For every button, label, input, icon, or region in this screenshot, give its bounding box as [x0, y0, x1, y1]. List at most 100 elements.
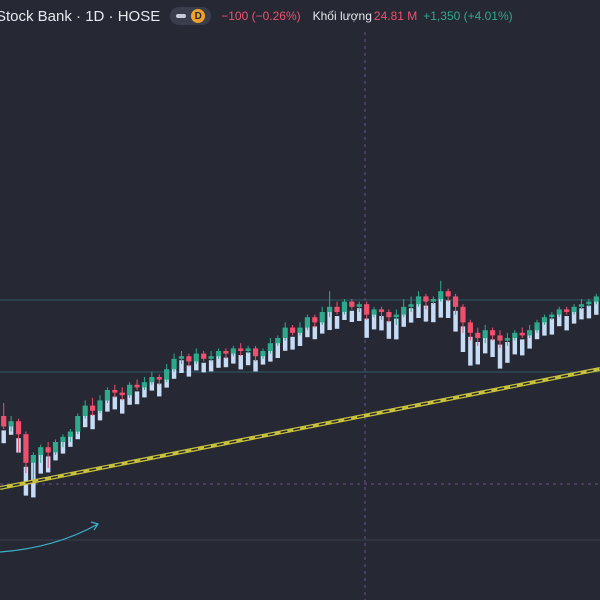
volume-bar [334, 316, 340, 329]
candle-body [356, 304, 362, 307]
candle-body [341, 301, 348, 312]
candle-body [1, 416, 7, 427]
candle-body [60, 436, 66, 442]
candle-body [208, 356, 214, 359]
candle [23, 431, 29, 474]
candle [15, 418, 22, 453]
volume-bar [475, 342, 480, 365]
arrow-head-icon [90, 521, 99, 531]
candle-body [319, 312, 325, 323]
candle [438, 280, 444, 302]
candle-body [408, 304, 414, 307]
candle [371, 306, 377, 318]
candle-body [215, 351, 222, 357]
symbol-title[interactable]: Stock Bank · 1D · HOSE [0, 7, 161, 25]
candle [245, 345, 251, 354]
candle [527, 325, 533, 338]
chart-options-pill[interactable]: D [170, 7, 212, 25]
volume-bar [238, 355, 243, 370]
candle [512, 330, 518, 341]
candle-body [304, 317, 310, 328]
volume-bar [490, 339, 495, 357]
candle-body [252, 348, 259, 357]
candle-body [386, 312, 392, 318]
volume-bar [290, 336, 295, 350]
volume-label: Khối lượng [312, 9, 372, 23]
candle-body [223, 351, 229, 354]
volume-bar [460, 326, 466, 352]
candle-body [519, 332, 525, 336]
volume-bar [594, 300, 599, 315]
volume-bar [349, 310, 355, 322]
minus-icon [176, 14, 187, 18]
volume-bar [564, 316, 569, 331]
candle [378, 306, 385, 320]
volume-bar [416, 300, 421, 318]
volume-bar [579, 308, 584, 320]
candle [60, 434, 66, 448]
volume-bar [371, 313, 377, 330]
candle-body [230, 348, 236, 354]
candle-body [423, 296, 429, 302]
candle-body [549, 314, 555, 318]
candle-body [127, 384, 133, 396]
volume-bar [586, 305, 592, 319]
candle-body [393, 314, 399, 318]
volume-bar [482, 334, 488, 354]
candle-body [482, 330, 488, 338]
candle [97, 395, 103, 414]
candle [90, 397, 96, 416]
candle [467, 319, 473, 341]
volume-bar [120, 399, 125, 414]
candle [275, 335, 281, 346]
volume-bar [282, 331, 288, 351]
candle-body [178, 356, 185, 359]
trendline[interactable] [0, 367, 600, 490]
candle [290, 325, 296, 336]
volume-bar [90, 414, 95, 430]
candle [201, 351, 207, 362]
volume-bar [527, 334, 532, 349]
candle-body [364, 304, 370, 315]
volume-bar [542, 321, 547, 336]
candle [327, 291, 333, 318]
volume-bar [453, 310, 458, 332]
candle [75, 413, 81, 435]
candle [349, 299, 355, 310]
candle [341, 299, 348, 315]
candle-body [586, 301, 592, 305]
candle [208, 351, 214, 362]
candle-body [119, 392, 125, 396]
candle-body [452, 296, 459, 307]
candle-body [275, 338, 281, 344]
volume-value: 24.81 M [373, 9, 418, 23]
candle [490, 327, 496, 341]
volume-bar [134, 391, 140, 405]
candle-body [238, 348, 244, 351]
candle-body [312, 317, 318, 323]
volume-bar [505, 342, 510, 363]
candle-body [504, 338, 510, 341]
candle [593, 293, 599, 305]
candle [408, 296, 414, 312]
arrow-annotation[interactable] [0, 523, 99, 553]
candle-body [156, 377, 162, 380]
candle-body [290, 327, 296, 333]
volume-bar [571, 310, 577, 324]
candle [82, 400, 88, 419]
candle [445, 288, 451, 302]
volume-bar [1, 430, 6, 444]
candle-body [82, 405, 88, 416]
candle [541, 314, 548, 325]
candle [415, 291, 422, 307]
candle-body [327, 306, 333, 312]
candle [386, 309, 392, 323]
candle [571, 304, 577, 315]
candle-body [201, 353, 207, 359]
candle [549, 312, 555, 320]
volume-bar [186, 365, 192, 377]
volume-bar [364, 318, 369, 338]
volume-change: +1,350 (+4.01%) [423, 9, 513, 23]
candle [586, 299, 592, 307]
